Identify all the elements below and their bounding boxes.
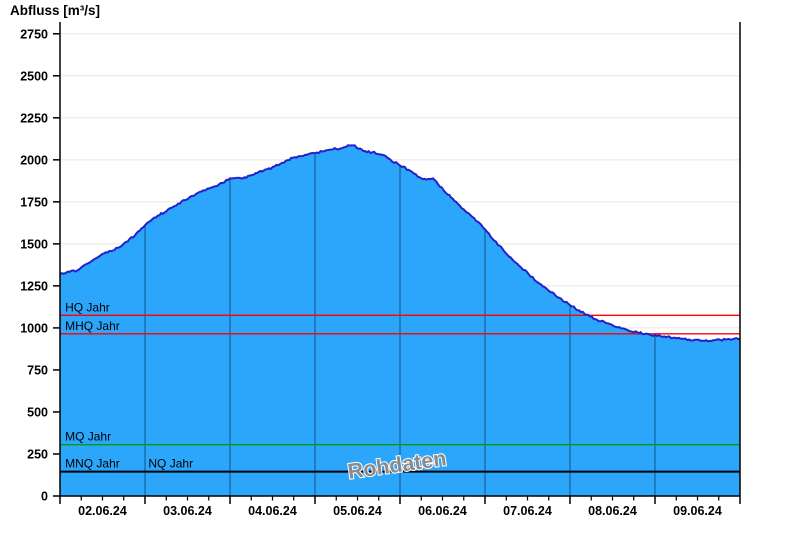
y-tick-label: 500 — [27, 405, 48, 419]
y-axis-ticks: 0 250 500 750 1000 1250 1500 1750 2000 2250 2500 27… — [20, 27, 60, 504]
x-tick-label: 08.06.24 — [588, 504, 637, 518]
y-tick-label: 2250 — [20, 111, 48, 125]
y-tick-label: 1250 — [20, 279, 48, 293]
x-tick-label: 06.06.24 — [418, 504, 467, 518]
x-axis-ticks: 02.06.24 03.06.24 04.06.24 05.06.24 06.06.24… — [59, 496, 741, 518]
reference-label-mq-jahr: MQ Jahr — [65, 430, 111, 444]
y-tick-label: 0 — [41, 490, 48, 504]
y-tick-label: 750 — [27, 363, 48, 377]
reference-label-mnq-jahr: MNQ Jahr — [65, 457, 120, 471]
y-tick-label: 1000 — [20, 321, 48, 335]
y-tick-label: 2500 — [20, 69, 48, 83]
y-tick-label: 1500 — [20, 237, 48, 251]
x-tick-label: 04.06.24 — [248, 504, 297, 518]
discharge-curve — [59, 144, 741, 343]
reference-label-hq-jahr: HQ Jahr — [65, 300, 110, 314]
reference-label-mhq-jahr: MHQ Jahr — [65, 319, 120, 333]
y-tick-label: 2000 — [20, 153, 48, 167]
x-tick-label: 05.06.24 — [333, 504, 382, 518]
y-tick-label: 1750 — [20, 195, 48, 209]
x-tick-label: 09.06.24 — [673, 504, 722, 518]
chart-title: Abfluss [m³/s] — [10, 3, 101, 18]
x-tick-label: 03.06.24 — [163, 504, 212, 518]
y-tick-label: 2750 — [20, 27, 48, 41]
reference-label-nq-jahr: NQ Jahr — [148, 457, 193, 471]
x-tick-label: 07.06.24 — [503, 504, 552, 518]
y-tick-label: 250 — [27, 447, 48, 461]
x-tick-label: 02.06.24 — [78, 504, 127, 518]
